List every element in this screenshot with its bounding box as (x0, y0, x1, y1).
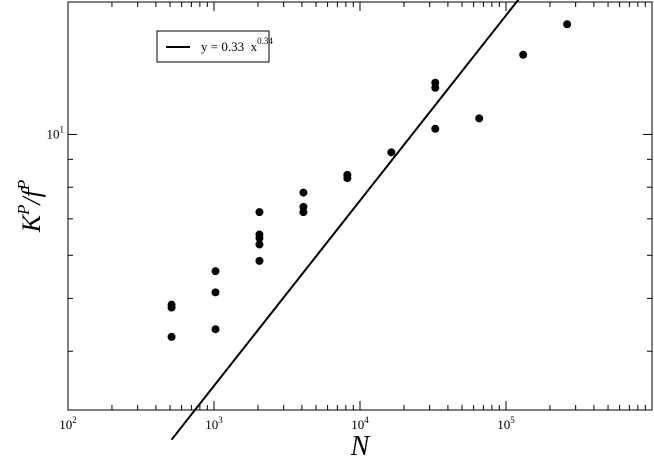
legend-label: y = 0.33 x0.34 (201, 36, 273, 54)
legend-label-exponent: 0.34 (257, 36, 273, 46)
y-axis-title: KP/fP (14, 180, 46, 234)
x-tick-label-exponent: 5 (510, 415, 515, 425)
data-point (431, 78, 440, 87)
data-point (299, 188, 308, 197)
y-axis-title-sup1: P (14, 205, 33, 216)
data-point (431, 124, 440, 133)
x-tick-label-base: 10 (205, 417, 218, 432)
y-tick-label-exponent: 1 (60, 124, 65, 134)
data-point (211, 325, 220, 334)
data-point (255, 208, 264, 217)
data-point (563, 20, 572, 29)
x-tick-label-exponent: 4 (364, 415, 369, 425)
x-tick-label: 103 (205, 415, 223, 432)
fit-line-layer (170, 0, 520, 441)
data-point (255, 256, 264, 265)
data-point (255, 230, 264, 239)
data-point (387, 148, 396, 157)
x-tick-label: 104 (351, 415, 369, 432)
data-point (167, 303, 176, 312)
axis-ticks (67, 2, 652, 410)
y-axis-title-sup2: P (14, 180, 33, 191)
y-axis-title-slash: /f (17, 186, 46, 206)
data-point (519, 50, 528, 59)
data-point (167, 332, 176, 341)
fit-line (170, 0, 520, 441)
x-tick-label-exponent: 3 (218, 415, 223, 425)
x-tick-label: 102 (59, 415, 77, 432)
x-tick-label: 105 (497, 415, 515, 432)
x-tick-label-base: 10 (59, 417, 72, 432)
legend: y = 0.33 x0.34 (156, 30, 273, 63)
y-axis-title-main: K (17, 213, 46, 233)
plot-frame (67, 1, 653, 411)
data-point (211, 267, 220, 276)
data-point (255, 240, 264, 249)
y-tick-label: 101 (47, 124, 65, 141)
data-points (167, 20, 572, 341)
x-tick-label-base: 10 (497, 417, 510, 432)
x-tick-label-base: 10 (351, 417, 364, 432)
data-point (211, 288, 220, 297)
y-tick-label-base: 10 (47, 126, 60, 141)
data-point (475, 114, 484, 123)
data-point (343, 170, 352, 179)
x-axis-title: N (350, 431, 371, 459)
x-tick-label-exponent: 2 (72, 415, 77, 425)
data-point (299, 202, 308, 211)
legend-label-text: y = 0.33 x (201, 39, 258, 54)
